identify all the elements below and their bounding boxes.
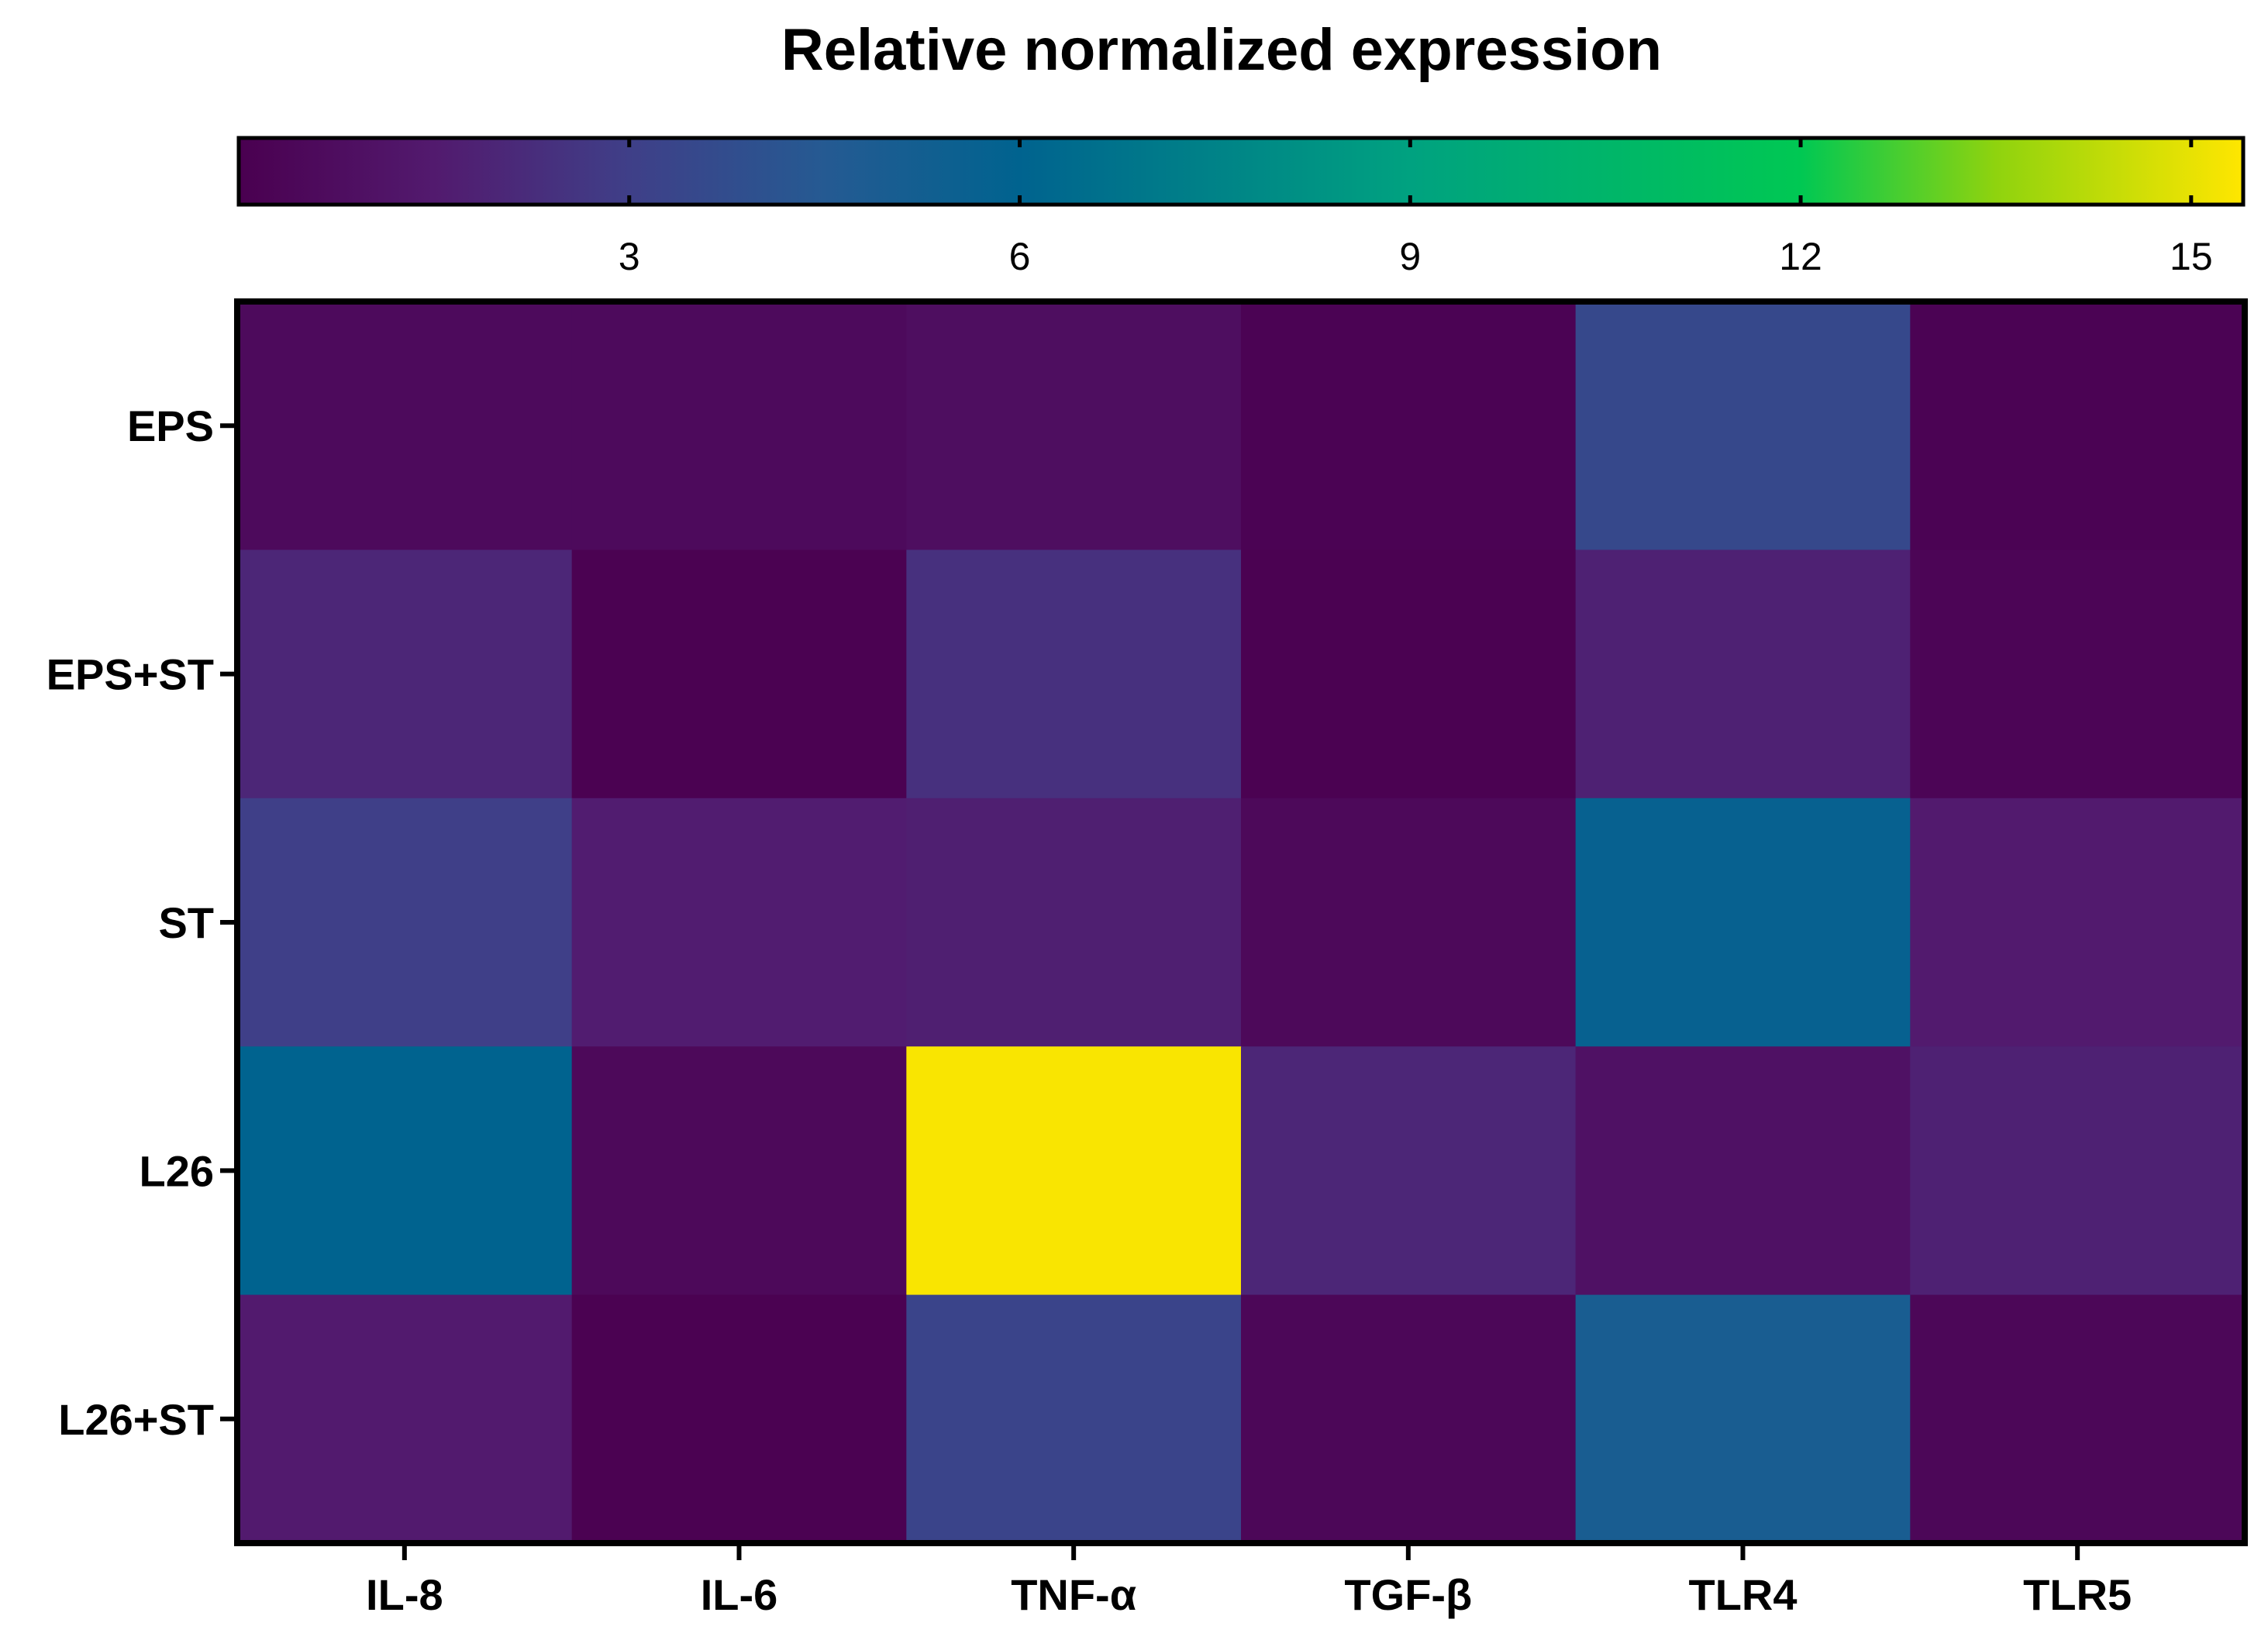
heatmap-cell bbox=[237, 1046, 573, 1296]
heatmap-cell bbox=[571, 1294, 908, 1544]
colorbar-tick-label: 12 bbox=[1779, 235, 1822, 278]
heatmap-cell bbox=[571, 550, 908, 799]
heatmap-cell bbox=[571, 1046, 908, 1296]
colorbar bbox=[236, 136, 2246, 207]
heatmap-cell bbox=[1910, 1046, 2246, 1296]
heatmap-cell bbox=[1575, 550, 1911, 799]
column-label: IL-6 bbox=[701, 1570, 778, 1619]
column-label: TNF-α bbox=[1011, 1570, 1136, 1619]
column-label: IL-8 bbox=[366, 1570, 443, 1619]
heatmap-cell bbox=[1910, 550, 2246, 799]
heatmap-cell bbox=[237, 798, 573, 1047]
heatmap-cell bbox=[906, 1046, 1242, 1296]
heatmap-cells bbox=[237, 301, 2246, 1544]
column-labels: IL-8 IL-6 TNF-α TGF-β TLR4 TLR5 bbox=[366, 1543, 2132, 1619]
heatmap-cell bbox=[571, 301, 908, 551]
column-label: TGF-β bbox=[1344, 1570, 1472, 1619]
chart-title: Relative normalized expression bbox=[781, 17, 1662, 83]
heatmap-cell bbox=[906, 1294, 1242, 1544]
row-labels: EPS EPS+ST ST L26 L26+ST bbox=[47, 401, 237, 1444]
row-label: L26 bbox=[140, 1146, 215, 1195]
row-label: ST bbox=[158, 898, 214, 947]
heatmap-cell bbox=[1910, 798, 2246, 1047]
heatmap-cell bbox=[1910, 1294, 2246, 1544]
heatmap-cell bbox=[1241, 550, 1577, 799]
colorbar-tick-label: 6 bbox=[1009, 235, 1031, 278]
colorbar-ticks: 3 6 9 12 15 bbox=[619, 138, 2213, 278]
row-label: L26+ST bbox=[58, 1395, 214, 1444]
heatmap-cell bbox=[237, 1294, 573, 1544]
heatmap-cell bbox=[571, 798, 908, 1047]
heatmap-cell bbox=[1241, 1294, 1577, 1544]
heatmap-cell bbox=[1575, 301, 1911, 551]
heatmap-cell bbox=[1575, 1294, 1911, 1544]
heatmap-cell bbox=[1241, 1046, 1577, 1296]
colorbar-tick-label: 3 bbox=[619, 235, 640, 278]
heatmap-cell bbox=[1910, 301, 2246, 551]
heatmap-cell bbox=[906, 301, 1242, 551]
column-label: TLR5 bbox=[2023, 1570, 2132, 1619]
heatmap-cell bbox=[1575, 1046, 1911, 1296]
heatmap-cell bbox=[1241, 798, 1577, 1047]
heatmap-cell bbox=[906, 550, 1242, 799]
colorbar-tick-label: 15 bbox=[2170, 235, 2213, 278]
colorbar-tick-label: 9 bbox=[1399, 235, 1421, 278]
heatmap-cell bbox=[906, 798, 1242, 1047]
heatmap-cell bbox=[237, 550, 573, 799]
heatmap-cell bbox=[1575, 798, 1911, 1047]
column-label: TLR4 bbox=[1689, 1570, 1798, 1619]
heatmap-cell bbox=[1241, 301, 1577, 551]
row-label: EPS bbox=[127, 401, 214, 450]
heatmap-cell bbox=[237, 301, 573, 551]
row-label: EPS+ST bbox=[47, 650, 214, 699]
